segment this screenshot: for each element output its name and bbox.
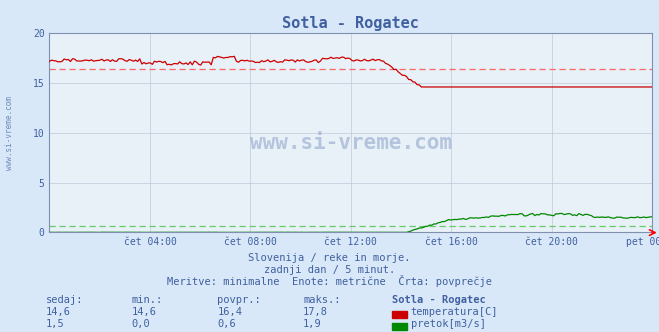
Text: Meritve: minimalne  Enote: metrične  Črta: povprečje: Meritve: minimalne Enote: metrične Črta:… [167, 275, 492, 287]
Text: 14,6: 14,6 [132, 307, 157, 317]
Text: 17,8: 17,8 [303, 307, 328, 317]
Text: 1,9: 1,9 [303, 319, 322, 329]
Text: sedaj:: sedaj: [46, 295, 84, 305]
Text: www.si-vreme.com: www.si-vreme.com [250, 133, 452, 153]
Text: Sotla - Rogatec: Sotla - Rogatec [392, 295, 486, 305]
Text: 1,5: 1,5 [46, 319, 65, 329]
Text: Slovenija / reke in morje.: Slovenija / reke in morje. [248, 253, 411, 263]
Text: min.:: min.: [132, 295, 163, 305]
Text: temperatura[C]: temperatura[C] [411, 307, 498, 317]
Text: zadnji dan / 5 minut.: zadnji dan / 5 minut. [264, 265, 395, 275]
Text: povpr.:: povpr.: [217, 295, 261, 305]
Title: Sotla - Rogatec: Sotla - Rogatec [283, 16, 419, 31]
Text: maks.:: maks.: [303, 295, 341, 305]
Text: pretok[m3/s]: pretok[m3/s] [411, 319, 486, 329]
Text: 0,0: 0,0 [132, 319, 150, 329]
Text: 14,6: 14,6 [46, 307, 71, 317]
Text: 0,6: 0,6 [217, 319, 236, 329]
Text: 16,4: 16,4 [217, 307, 243, 317]
Text: www.si-vreme.com: www.si-vreme.com [5, 96, 14, 170]
